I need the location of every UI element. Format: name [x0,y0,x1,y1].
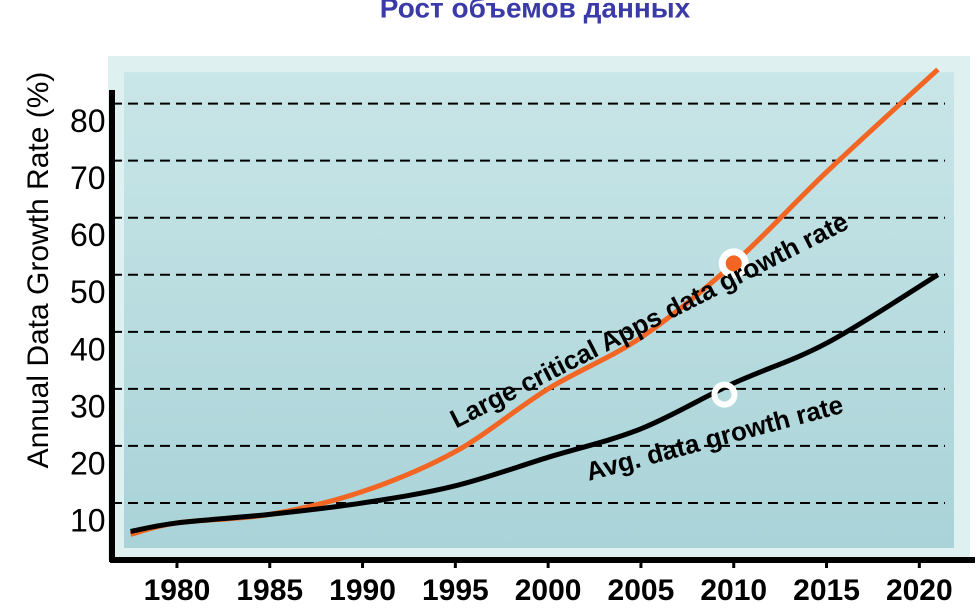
chart-title: Рост объемов данных [380,0,691,23]
y-tick-label: 80 [70,103,106,139]
marker [711,381,738,408]
x-tick-label: 2020 [886,574,953,607]
y-tick-label: 70 [70,160,106,196]
y-tick-label: 20 [70,445,106,481]
x-tick-label: 2015 [793,574,860,607]
x-tick-label: 2000 [515,574,582,607]
y-tick-label: 10 [70,502,106,538]
plot-area [124,72,954,548]
x-tick-label: 1995 [422,574,489,607]
x-tick-label: 2010 [700,574,767,607]
y-tick-label: 60 [70,217,106,253]
y-tick-label: 40 [70,331,106,367]
y-tick-label: 50 [70,274,106,310]
x-tick-label: 1980 [144,574,211,607]
x-tick-label: 1985 [236,574,303,607]
line-series [130,272,940,534]
y-tick-label: 30 [70,388,106,424]
x-tick-label: 1990 [329,574,396,607]
y-axis-label: Annual Data Growth Rate (%) [22,72,55,469]
x-tick-label: 2005 [608,574,675,607]
marker [725,255,742,272]
